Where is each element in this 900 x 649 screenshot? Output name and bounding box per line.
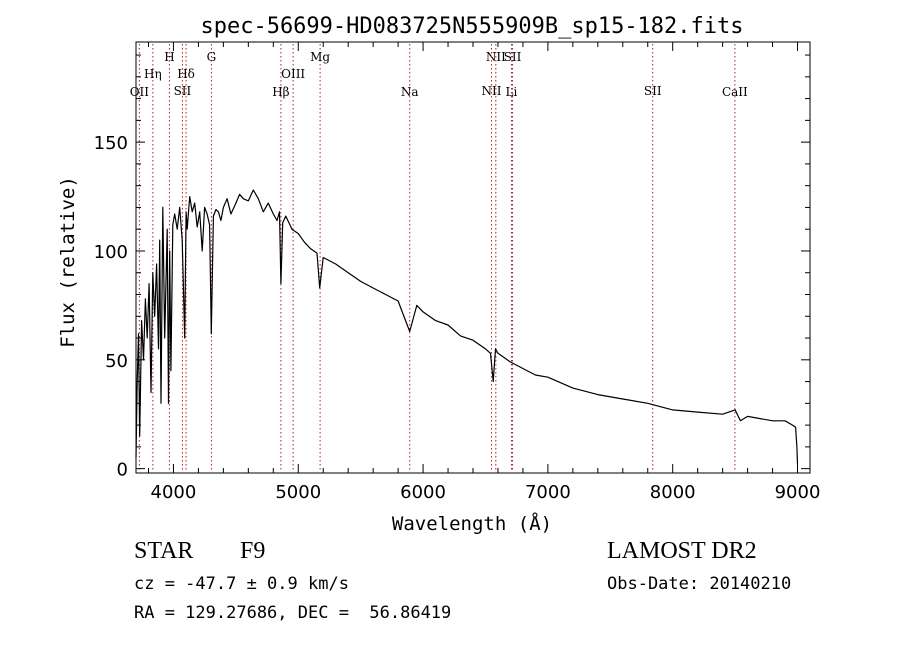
plot-frame: [135, 41, 811, 474]
x-tick-label: 4000: [151, 482, 197, 503]
line-marker-label: Hβ: [272, 85, 289, 99]
spectrum-line: [135, 189, 799, 465]
y-tick-label: 50: [105, 351, 128, 372]
line-marker-label: CaII: [722, 85, 748, 99]
line-marker-label: Hη: [144, 67, 162, 81]
chart-title: spec-56699-HD083725N555909B_sp15-182.fit…: [200, 14, 743, 39]
line-marker-label: SII: [644, 84, 662, 98]
x-tick-label: 5000: [275, 482, 321, 503]
line-marker-label: Mg: [310, 50, 330, 64]
survey-name: LAMOST DR2: [607, 538, 757, 564]
line-marker-label: SII: [174, 84, 192, 98]
object-subclass: F9: [240, 538, 266, 564]
line-marker-label: Na: [401, 85, 419, 99]
obs-date: Obs-Date: 20140210: [607, 574, 792, 594]
line-marker-label: Hδ: [177, 67, 195, 81]
coordinates: RA = 129.27686, DEC = 56.86419: [134, 603, 452, 623]
y-axis-label: Flux (relative): [57, 176, 79, 348]
line-marker-label: NII: [486, 50, 506, 64]
x-tick-label: 8000: [650, 482, 696, 503]
line-marker-label: H: [164, 50, 174, 64]
line-marker-label: OII: [130, 85, 150, 99]
x-tick-label: 6000: [400, 482, 446, 503]
x-tick-label: 9000: [775, 482, 821, 503]
x-tick-label: 7000: [525, 482, 571, 503]
y-tick-label: 100: [94, 242, 128, 263]
redshift-text: cz = -47.7 ± 0.9 km/s: [134, 574, 349, 594]
x-axis-label: Wavelength (Å): [392, 512, 552, 535]
line-marker-label: Li: [506, 85, 518, 99]
y-tick-label: 150: [94, 133, 128, 154]
spectrum-plot: [135, 189, 799, 465]
line-marker-label: G: [207, 50, 217, 64]
object-class: STAR: [134, 538, 194, 564]
line-marker-label: SII: [504, 50, 522, 64]
axes: 4000 5000 6000 7000 8000 9000 0 50 100 150: [94, 42, 821, 503]
line-marker-label: OIII: [281, 67, 305, 81]
y-tick-label: 0: [117, 460, 128, 481]
line-marker-label: NII: [481, 84, 501, 98]
